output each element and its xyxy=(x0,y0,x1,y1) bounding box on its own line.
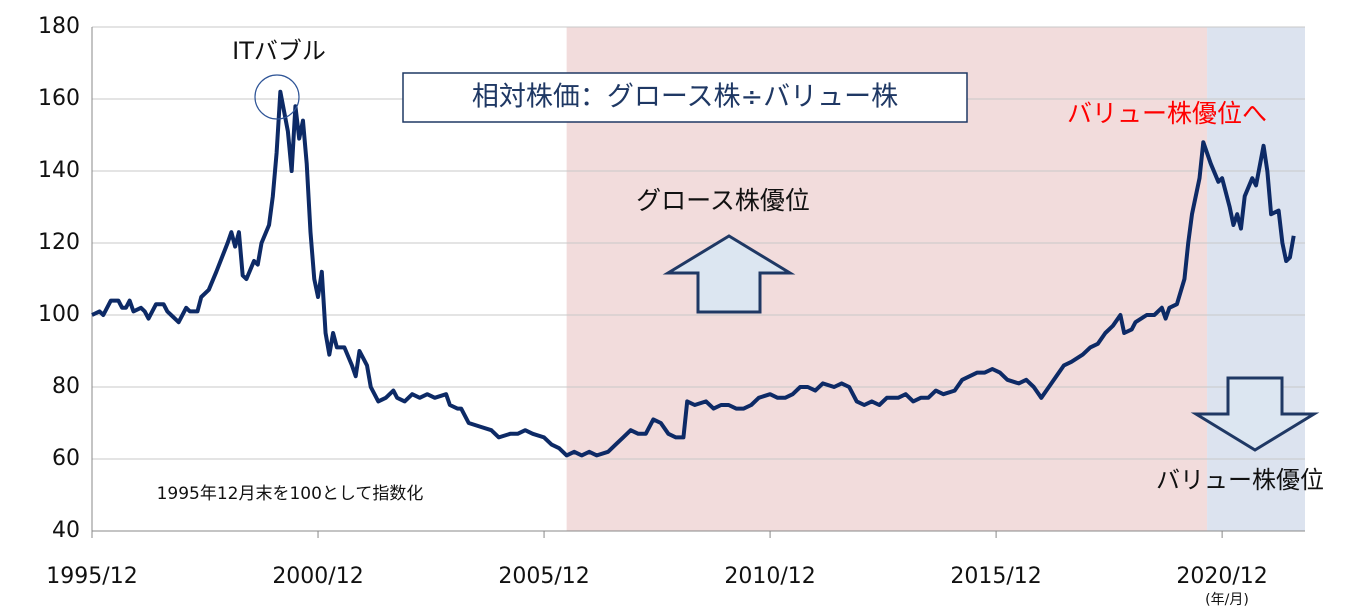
annotation: ITバブル xyxy=(232,37,326,65)
axes: 40 60 80 100 120 140 160 180 1995/12 2000/12 2005/… xyxy=(38,14,1305,589)
chart-title: 相対株価：グロース株÷バリュー株 xyxy=(472,82,898,113)
y-tick-label: 120 xyxy=(38,230,80,255)
y-tick-label: 40 xyxy=(52,518,80,543)
annotation: バリュー株優位 xyxy=(1156,466,1324,494)
marks xyxy=(91,89,1296,458)
down-arrow xyxy=(1190,376,1320,452)
annotation: バリュー株優位へ xyxy=(1067,99,1267,128)
y-tick-label: 100 xyxy=(38,302,80,327)
y-tick-label: 60 xyxy=(52,446,80,471)
x-tick-label: 2005/12 xyxy=(498,564,589,589)
x-tick-label: 2020/12 xyxy=(1176,564,1267,589)
annotation: 1995年12月末を100として指数化 xyxy=(157,484,424,504)
y-tick-label: 160 xyxy=(38,86,80,111)
grid xyxy=(92,26,1305,460)
data-line xyxy=(91,89,1296,458)
annotation: グロース株優位 xyxy=(636,186,810,215)
x-tick-label: 2010/12 xyxy=(724,564,815,589)
x-tick-label: 2000/12 xyxy=(272,564,363,589)
x-unit: (年/月) xyxy=(1205,592,1249,608)
y-tick-label: 180 xyxy=(38,14,80,39)
x-tick-label: 2015/12 xyxy=(950,564,1041,589)
title-box xyxy=(402,72,968,123)
y-tick-label: 140 xyxy=(38,158,80,183)
y-tick-label: 80 xyxy=(52,374,80,399)
highlight-circle xyxy=(254,74,300,120)
up-arrow xyxy=(662,234,796,314)
x-tick-label: 1995/12 xyxy=(46,564,137,589)
